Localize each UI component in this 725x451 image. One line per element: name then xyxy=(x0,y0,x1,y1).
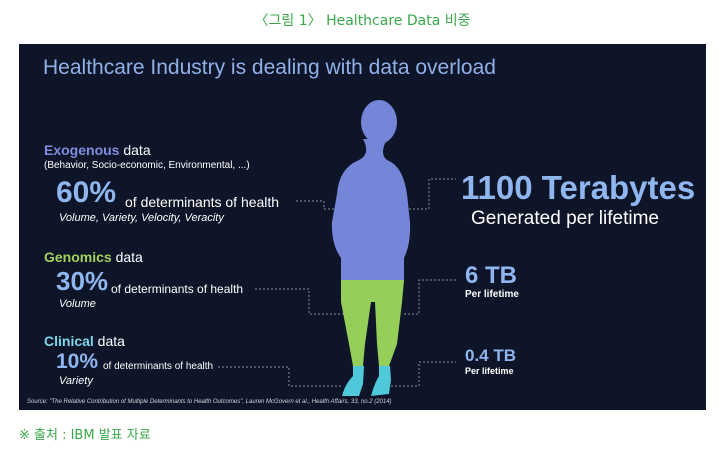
exogenous-volume-value: 1100 Terabytes xyxy=(461,169,696,206)
exogenous-determinants: of determinants of health xyxy=(125,194,280,210)
exogenous-heading: Exogenous data xyxy=(44,142,151,158)
silhouette-legs xyxy=(341,280,404,366)
silhouette-shoes xyxy=(342,366,391,396)
clinical-percent: 10% xyxy=(56,350,99,373)
genomics-right-connector xyxy=(404,279,456,315)
clinical-determinants: of determinants of health xyxy=(103,361,214,372)
person-silhouette-figure xyxy=(218,100,456,396)
slide-title: Healthcare Industry is dealing with data… xyxy=(43,56,496,79)
genomics-suffix: data xyxy=(111,249,143,265)
figure-caption: 〈그림 1〉 Healthcare Data 비중 xyxy=(254,13,471,29)
silhouette-upper-body xyxy=(331,100,411,280)
source-citation: Source: "The Relative Contribution of Mu… xyxy=(27,399,392,405)
exogenous-right-connector xyxy=(409,178,456,210)
exogenous-name: Exogenous xyxy=(44,142,120,158)
clinical-descriptor: Variety xyxy=(59,375,93,387)
genomics-descriptor: Volume xyxy=(59,298,96,310)
infographic-slide: Healthcare Industry is dealing with data… xyxy=(19,44,706,410)
genomics-volume-label: Per lifetime xyxy=(465,289,519,300)
clinical-heading: Clinical data xyxy=(44,333,125,349)
genomics-left-connector xyxy=(255,288,347,315)
clinical-volume-value: 0.4 TB xyxy=(465,346,517,365)
exogenous-suffix: data xyxy=(119,142,151,158)
exogenous-descriptor: Volume, Variety, Velocity, Veracity xyxy=(59,212,224,224)
source-footnote: ※ 출처 : IBM 발표 자료 xyxy=(19,428,151,443)
genomics-determinants: of determinants of health xyxy=(111,282,244,296)
genomics-volume-value: 6 TB xyxy=(465,262,518,289)
exogenous-note: (Behavior, Socio-economic, Environmental… xyxy=(44,160,250,171)
exogenous-volume-label: Generated per lifetime xyxy=(471,208,659,229)
clinical-right-connector xyxy=(387,361,456,387)
clinical-suffix: data xyxy=(93,333,125,349)
genomics-heading: Genomics data xyxy=(44,249,143,265)
genomics-percent: 30% xyxy=(56,266,109,296)
clinical-left-connector xyxy=(218,366,341,387)
exogenous-percent: 60% xyxy=(56,176,117,209)
clinical-name: Clinical xyxy=(44,333,94,349)
clinical-volume-label: Per lifetime xyxy=(465,366,514,376)
genomics-name: Genomics xyxy=(44,249,112,265)
